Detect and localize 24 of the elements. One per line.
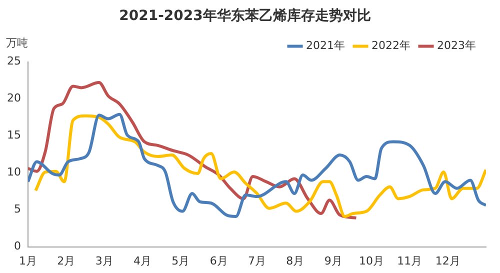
line-series (28, 81, 358, 220)
x-tick-label: 1月 (18, 254, 37, 268)
chart-title: 2021-2023年华东苯乙烯库存走势对比 (119, 7, 371, 24)
x-tick-label: 4月 (134, 254, 152, 268)
y-tick-label: 0 (14, 240, 21, 253)
x-tick-label: 10月 (359, 254, 384, 268)
y-tick-label: 20 (6, 92, 21, 105)
x-tick-label: 3月 (95, 254, 114, 268)
x-tick-label: 11月 (397, 254, 422, 268)
x-tick-label: 6月 (210, 254, 228, 268)
x-tick-label: 9月 (324, 254, 342, 268)
x-tick-label: 7月 (248, 254, 266, 268)
x-tick-label: 8月 (286, 254, 304, 268)
y-axis-title: 万吨 (6, 36, 28, 50)
legend-label: 2021年 (306, 39, 346, 52)
x-tick-label: 12月 (435, 254, 460, 268)
y-tick-label: 10 (6, 166, 21, 179)
y-tick-label: 5 (14, 202, 21, 216)
y-tick-label: 15 (6, 128, 21, 142)
x-tick-label: 2月 (57, 254, 76, 268)
legend-label: 2022年 (372, 39, 411, 52)
y-tick-label: 25 (6, 54, 21, 68)
x-tick-label: 5月 (172, 254, 190, 268)
legend-label: 2023年 (437, 39, 476, 52)
